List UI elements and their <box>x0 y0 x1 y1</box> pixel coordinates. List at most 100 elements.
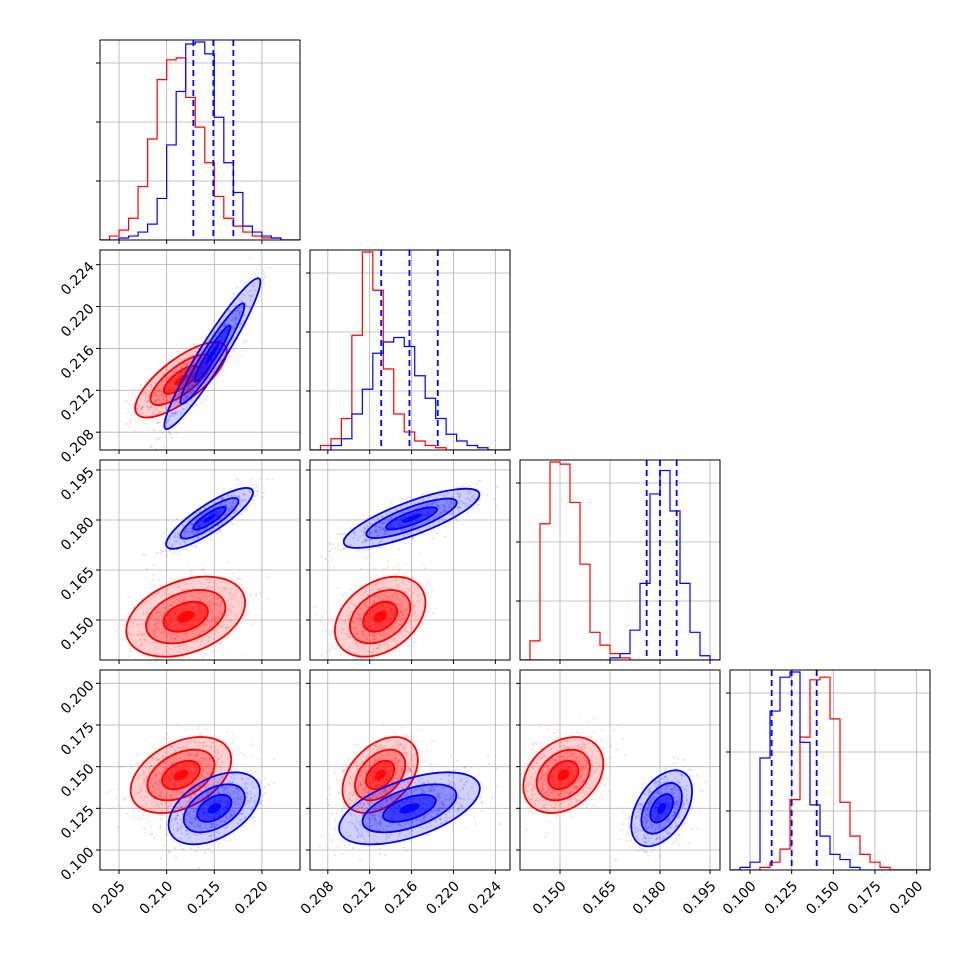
scatter-point <box>206 586 210 589</box>
scatter-point <box>402 614 405 617</box>
scatter-point <box>155 788 158 791</box>
scatter-point <box>211 615 214 618</box>
scatter-point <box>156 386 159 389</box>
scatter-point <box>378 526 381 529</box>
scatter-point <box>382 583 385 586</box>
scatter-point <box>169 796 172 799</box>
y-axis-hist-3 <box>726 692 730 812</box>
scatter-point <box>200 582 203 585</box>
scatter-point <box>364 602 367 605</box>
histogram-1 <box>310 250 509 450</box>
scatter-point <box>157 784 160 787</box>
scatter-point <box>198 777 201 780</box>
scatter-point <box>364 634 367 637</box>
scatter-point <box>224 514 227 517</box>
scatter-point <box>130 618 133 621</box>
scatter-point <box>394 620 397 624</box>
scatter-point <box>217 616 220 619</box>
scatter-point <box>189 797 193 800</box>
scatter-point <box>170 371 173 374</box>
scatter-point <box>180 411 183 414</box>
scatter-point <box>377 647 380 650</box>
scatter-point <box>401 589 404 592</box>
scatter-point <box>148 766 151 769</box>
scatter-point <box>191 538 194 541</box>
scatter-point <box>198 529 201 533</box>
scatter-point <box>224 504 227 507</box>
scatter-point <box>174 402 177 405</box>
scatter-point <box>248 600 251 604</box>
scatter-point <box>227 509 230 512</box>
scatter-point <box>373 647 376 650</box>
scatter-point <box>182 408 185 411</box>
scatter-point <box>373 601 376 604</box>
scatter-point <box>191 640 194 643</box>
scatter-point <box>399 604 402 608</box>
scatter-point <box>399 613 402 616</box>
scatter-point <box>385 532 388 535</box>
scatter-point <box>167 415 170 418</box>
scatter-point <box>147 395 150 398</box>
density-fill-series_a <box>173 769 189 781</box>
scatter-point <box>163 592 166 595</box>
scatter-point <box>385 648 388 651</box>
scatter-point <box>393 592 396 595</box>
scatter-point <box>250 289 253 292</box>
scatter-point <box>358 617 361 620</box>
scatter-point <box>140 789 143 793</box>
scatter-point <box>214 335 217 338</box>
scatter-point <box>241 354 244 357</box>
scatter-point <box>158 618 161 621</box>
scatter-point <box>201 745 204 748</box>
scatter-point <box>476 480 480 483</box>
scatter-point <box>182 398 185 401</box>
scatter-point <box>148 407 151 410</box>
scatter-point <box>140 632 143 635</box>
scatter-point <box>239 309 242 312</box>
scatter-point <box>231 741 234 744</box>
scatter-point <box>233 797 236 800</box>
scatter-point <box>385 591 388 595</box>
scatter-point <box>155 438 158 441</box>
scatter-point <box>190 530 193 533</box>
scatter-point <box>181 534 184 538</box>
scatter-point <box>374 582 377 585</box>
scatter-point <box>150 765 153 768</box>
scatter-point <box>155 803 158 807</box>
scatter-point <box>361 629 364 632</box>
scatter-point <box>220 503 223 506</box>
scatter-point <box>233 580 236 583</box>
scatter-point <box>148 820 151 823</box>
scatter-point <box>196 780 199 784</box>
scatter-point <box>175 632 179 635</box>
scatter-point <box>145 392 148 395</box>
scatter-point <box>158 807 161 810</box>
scatter-point <box>167 418 170 421</box>
scatter-point <box>336 661 338 663</box>
scatter-point <box>399 506 402 509</box>
scatter-point <box>208 625 211 629</box>
scatter-point <box>167 400 171 403</box>
scatter-point <box>229 515 232 518</box>
scatter-point <box>163 797 166 800</box>
scatter-point <box>164 796 167 799</box>
scatter-point <box>176 539 179 542</box>
scatter-point <box>402 528 406 531</box>
scatter-point <box>234 313 237 316</box>
scatter-point <box>196 798 199 801</box>
scatter-point <box>225 613 228 616</box>
scatter-point <box>200 800 203 804</box>
scatter-point <box>199 337 202 340</box>
scatter-point <box>187 533 191 536</box>
scatter-point <box>413 633 416 636</box>
scatter-point <box>363 592 366 595</box>
scatter-point <box>362 639 365 642</box>
scatter-point <box>423 521 426 524</box>
contour-series_b <box>192 506 227 531</box>
scatter-point <box>371 542 374 545</box>
scatter-point <box>185 395 188 398</box>
scatter-point <box>166 399 169 402</box>
scatter-point <box>474 498 477 501</box>
scatter-point <box>396 572 399 576</box>
scatter-point <box>208 768 211 771</box>
